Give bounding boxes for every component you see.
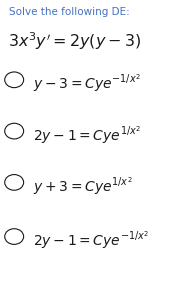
- Text: $y-3 = Cye^{-1/x^2}$: $y-3 = Cye^{-1/x^2}$: [33, 73, 141, 94]
- Text: $3x^3y^{\prime} = 2y(y-3)$: $3x^3y^{\prime} = 2y(y-3)$: [8, 30, 141, 52]
- Text: $2y-1 = Cye^{-1/x^2}$: $2y-1 = Cye^{-1/x^2}$: [33, 229, 149, 251]
- Text: Solve the following DE:: Solve the following DE:: [9, 7, 130, 17]
- Text: $2y-1 = Cye^{1/x^2}$: $2y-1 = Cye^{1/x^2}$: [33, 124, 141, 146]
- Text: $y+3 = Cye^{1/x^2}$: $y+3 = Cye^{1/x^2}$: [33, 175, 133, 197]
